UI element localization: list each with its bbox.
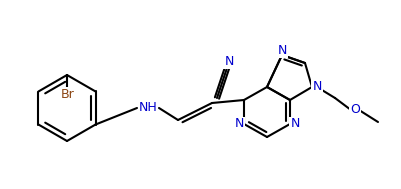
Text: N: N <box>234 118 243 130</box>
Text: N: N <box>290 118 299 130</box>
Text: O: O <box>349 104 359 116</box>
Text: N: N <box>224 56 233 68</box>
Text: N: N <box>277 43 286 57</box>
Text: N: N <box>312 81 321 94</box>
Text: NH: NH <box>138 101 157 115</box>
Text: Br: Br <box>61 88 75 101</box>
